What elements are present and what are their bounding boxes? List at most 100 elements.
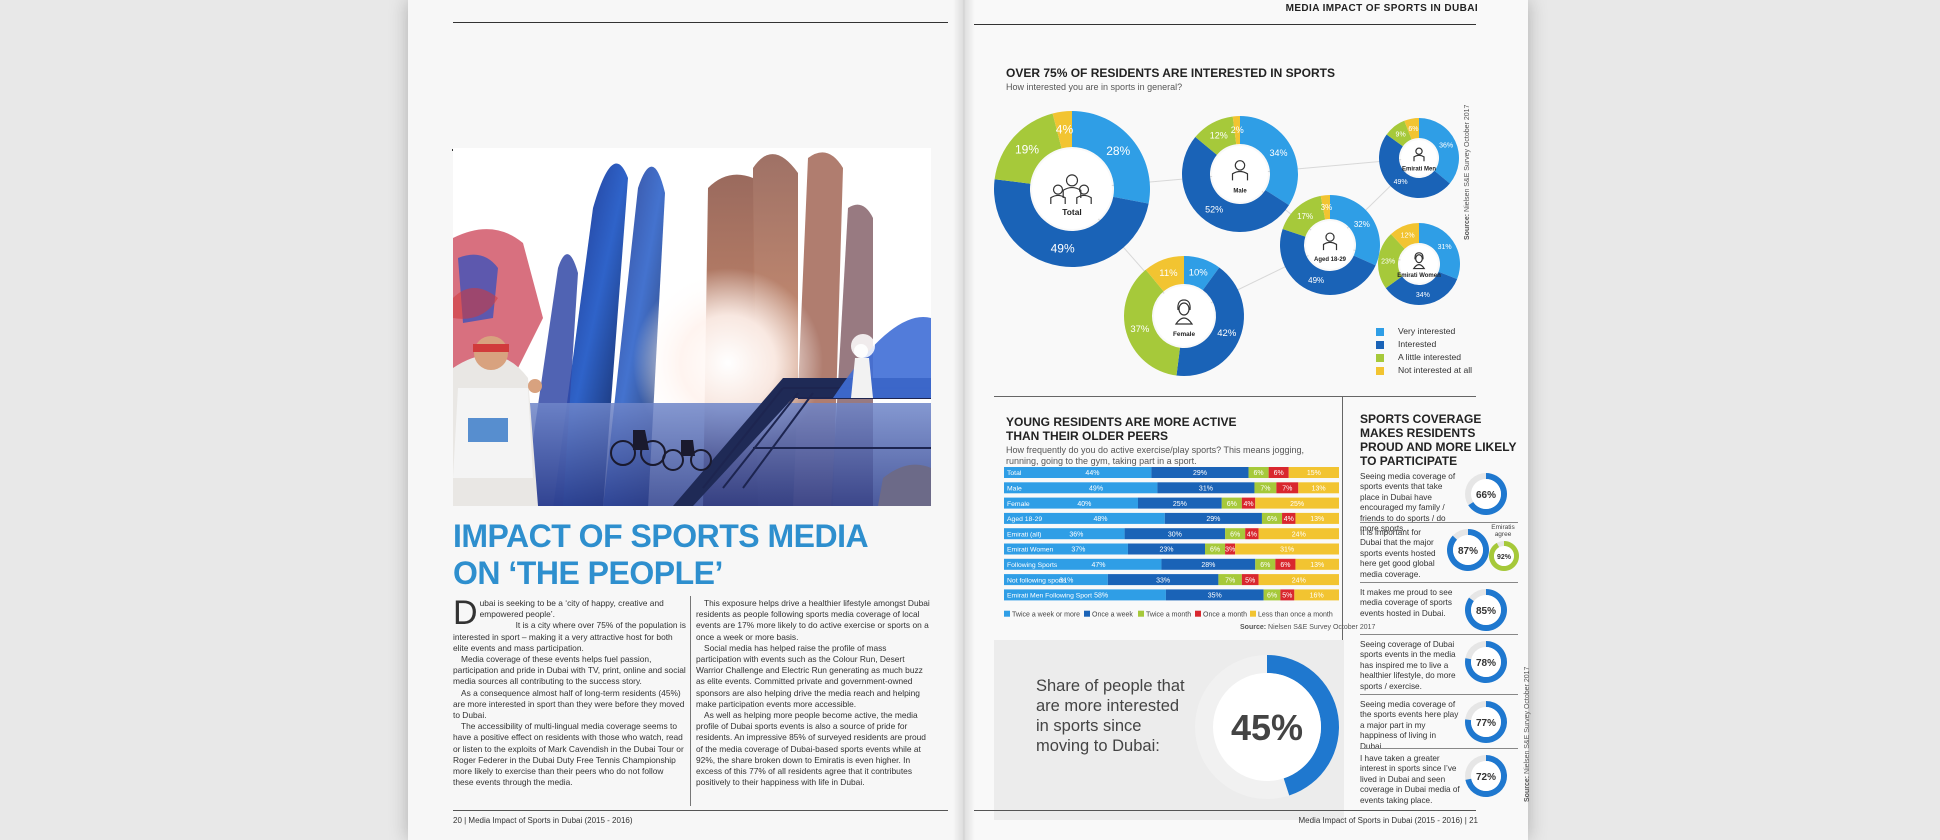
coverage-item: Seeing media coverage of the sports even… bbox=[1360, 694, 1518, 751]
left-footer: 20 | Media Impact of Sports in Dubai (20… bbox=[453, 816, 633, 825]
share-donut: 45% bbox=[1195, 655, 1339, 799]
bar-row: 47% 28% 6% 6% 13% Following Sports bbox=[1004, 558, 1339, 570]
bar-segment bbox=[1218, 574, 1242, 586]
donut-total: 28% 49% 19% 4% Total bbox=[994, 111, 1150, 267]
interest-title-prefix: OVER 75% OF bbox=[1006, 66, 1088, 80]
bar-segment bbox=[1268, 467, 1289, 478]
donut-emirati-men-slice-1 bbox=[1378, 134, 1450, 199]
bar-segment bbox=[1225, 543, 1236, 555]
bar-category-label: Not following sports bbox=[1007, 577, 1067, 584]
bar-value-label: 28% bbox=[1201, 562, 1215, 569]
coverage-donut-center bbox=[1471, 761, 1501, 791]
coverage-donut: 78% bbox=[1465, 641, 1507, 683]
bar-segment bbox=[1004, 528, 1125, 540]
legend-item: Very interested bbox=[1376, 326, 1455, 336]
bar-value-label: 30% bbox=[1168, 531, 1182, 538]
donut-female-slice-0 bbox=[1184, 256, 1220, 291]
bar-segment bbox=[1258, 528, 1339, 540]
coverage-donut: 87% bbox=[1447, 529, 1489, 571]
bar-category-label: Emirati Men Following Sport bbox=[1007, 593, 1092, 600]
bar-value-label: 31% bbox=[1199, 486, 1213, 493]
bar-value-label: 5% bbox=[1245, 577, 1255, 584]
legend-item: Not interested at all bbox=[1376, 365, 1472, 375]
top-rule-right bbox=[974, 24, 1476, 25]
donut-emirati-women-slice-2 bbox=[1378, 234, 1405, 289]
bar-value-label: 16% bbox=[1310, 593, 1324, 600]
activity-subtitle: How frequently do you do active exercise… bbox=[1006, 445, 1304, 466]
emiratis-donut-value: 92% bbox=[1497, 554, 1512, 561]
interest-donut-chart: 28%49%19%4%Total34%52%12%2%Male10%42%37%… bbox=[994, 111, 1460, 376]
person-icon bbox=[1231, 160, 1249, 181]
coverage-divider bbox=[1360, 582, 1518, 583]
bar-category-label: Emirati (all) bbox=[1007, 531, 1041, 538]
donut-total-slice-0 bbox=[1072, 111, 1150, 204]
bar-row: 36% 30% 6% 4% 24% Emirati (all) bbox=[1004, 528, 1339, 540]
emiratis-donut: 92% bbox=[1489, 541, 1519, 571]
bar-row: 37% 23% 6% 3% 31% Emirati Women bbox=[1004, 543, 1339, 555]
interest-legend: Very interested Interested A little intere… bbox=[1376, 326, 1486, 382]
bar-segment bbox=[1255, 558, 1276, 570]
donut-total-center bbox=[1032, 149, 1112, 229]
source-text: Nielsen S&E Survey October 2017 bbox=[1464, 104, 1471, 212]
donut-emirati-women: 31% 34% 23% 12% Emirati Women bbox=[1378, 223, 1460, 306]
bar-row: 58% 35% 6% 5% 16% Emirati Men Following Sport bbox=[1004, 589, 1339, 601]
donut-total-slice-1 bbox=[994, 179, 1149, 267]
bar-segment bbox=[1157, 482, 1255, 494]
donut-male-slice-1 bbox=[1182, 137, 1289, 232]
bar-value-label: 58% bbox=[1094, 593, 1108, 600]
bar-value-label: 33% bbox=[1156, 577, 1170, 584]
donut-female-slice-label-3: 11% bbox=[1159, 268, 1178, 279]
body-column-2: This exposure helps drive a healthier li… bbox=[696, 598, 932, 788]
bar-segment bbox=[1241, 574, 1259, 586]
donut-label: Emirati Men bbox=[1402, 166, 1436, 172]
donut-emirati-women-center bbox=[1400, 245, 1438, 283]
coverage-item: Seeing coverage of Dubai sports events i… bbox=[1360, 634, 1518, 694]
donut-emirati-men-slice-label-2: 9% bbox=[1396, 132, 1406, 139]
coverage-title: SPORTS COVERAGE MAKES RESIDENTS PROUD AN… bbox=[1360, 412, 1517, 468]
donut-total-slice-2 bbox=[994, 113, 1062, 184]
donut-female: 10% 42% 37% 11% Female bbox=[1124, 256, 1244, 376]
coverage-item: It makes me proud to see media coverage … bbox=[1360, 582, 1518, 634]
bar-value-label: 13% bbox=[1310, 562, 1324, 569]
bar-legend-label: Once a month bbox=[1203, 612, 1247, 619]
coverage-divider bbox=[1360, 634, 1518, 635]
donut-emirati-women-slice-1 bbox=[1385, 271, 1458, 306]
bar-legend-label: Less than once a month bbox=[1258, 612, 1333, 619]
activity-title-line-1: YOUNG RESIDENTS ARE MORE ACTIVE bbox=[1006, 415, 1237, 429]
bar-value-label: 5% bbox=[1282, 593, 1292, 600]
activity-source-text: Nielsen S&E Survey October 2017 bbox=[1268, 624, 1376, 631]
donut-emirati-men-slice-label-3: 6% bbox=[1408, 126, 1418, 133]
bar-value-label: 31% bbox=[1280, 547, 1294, 554]
donut-emirati-men-slice-label-1: 49% bbox=[1394, 179, 1408, 186]
donut-emirati-men-center bbox=[1401, 140, 1437, 176]
donut-emirati-men-slice-2 bbox=[1386, 120, 1412, 147]
coverage-donut-center bbox=[1471, 595, 1501, 625]
coverage-source-text: Nielsen S&E Survey October 2017 bbox=[1524, 666, 1531, 774]
right-page: MEDIA IMPACT OF SPORTS IN DUBAI OVER 75%… bbox=[964, 0, 1531, 840]
donut-aged-18-29-slice-label-0: 32% bbox=[1354, 220, 1370, 229]
donut-female-center bbox=[1154, 286, 1214, 346]
donut-male-slice-0 bbox=[1240, 116, 1298, 206]
emiratis-agree-label: Emiratis agree bbox=[1491, 524, 1515, 538]
donut-female-slice-1 bbox=[1176, 267, 1244, 376]
share-value: 45% bbox=[1231, 707, 1303, 748]
bar-segment bbox=[1261, 512, 1283, 524]
donut-emirati-men-slice-label-0: 36% bbox=[1439, 143, 1453, 150]
article-headline: IMPACT OF SPORTS MEDIA ON ‘THE PEOPLE’ bbox=[453, 518, 933, 592]
bar-value-label: 6% bbox=[1280, 562, 1290, 569]
legend-label: Interested bbox=[1398, 339, 1437, 349]
donut-female-slice-label-1: 42% bbox=[1217, 328, 1237, 339]
legend-swatch bbox=[1376, 353, 1384, 362]
bar-legend-label: Once a week bbox=[1092, 612, 1133, 619]
bar-segment bbox=[1138, 497, 1222, 509]
bar-value-label: 6% bbox=[1274, 470, 1284, 477]
bar-segment bbox=[1004, 482, 1158, 494]
bar-category-label: Aged 18-29 bbox=[1007, 516, 1042, 523]
bar-segment bbox=[1258, 574, 1339, 586]
paragraph-5: The accessibility of multi-lingual media… bbox=[453, 721, 684, 788]
bar-value-label: 25% bbox=[1173, 501, 1187, 508]
person-icon bbox=[1412, 252, 1426, 270]
bar-row: 44% 29% 6% 6% 15% Total bbox=[1004, 467, 1339, 478]
bar-row: 31% 33% 7% 5% 24% Not following sports bbox=[1004, 574, 1339, 586]
